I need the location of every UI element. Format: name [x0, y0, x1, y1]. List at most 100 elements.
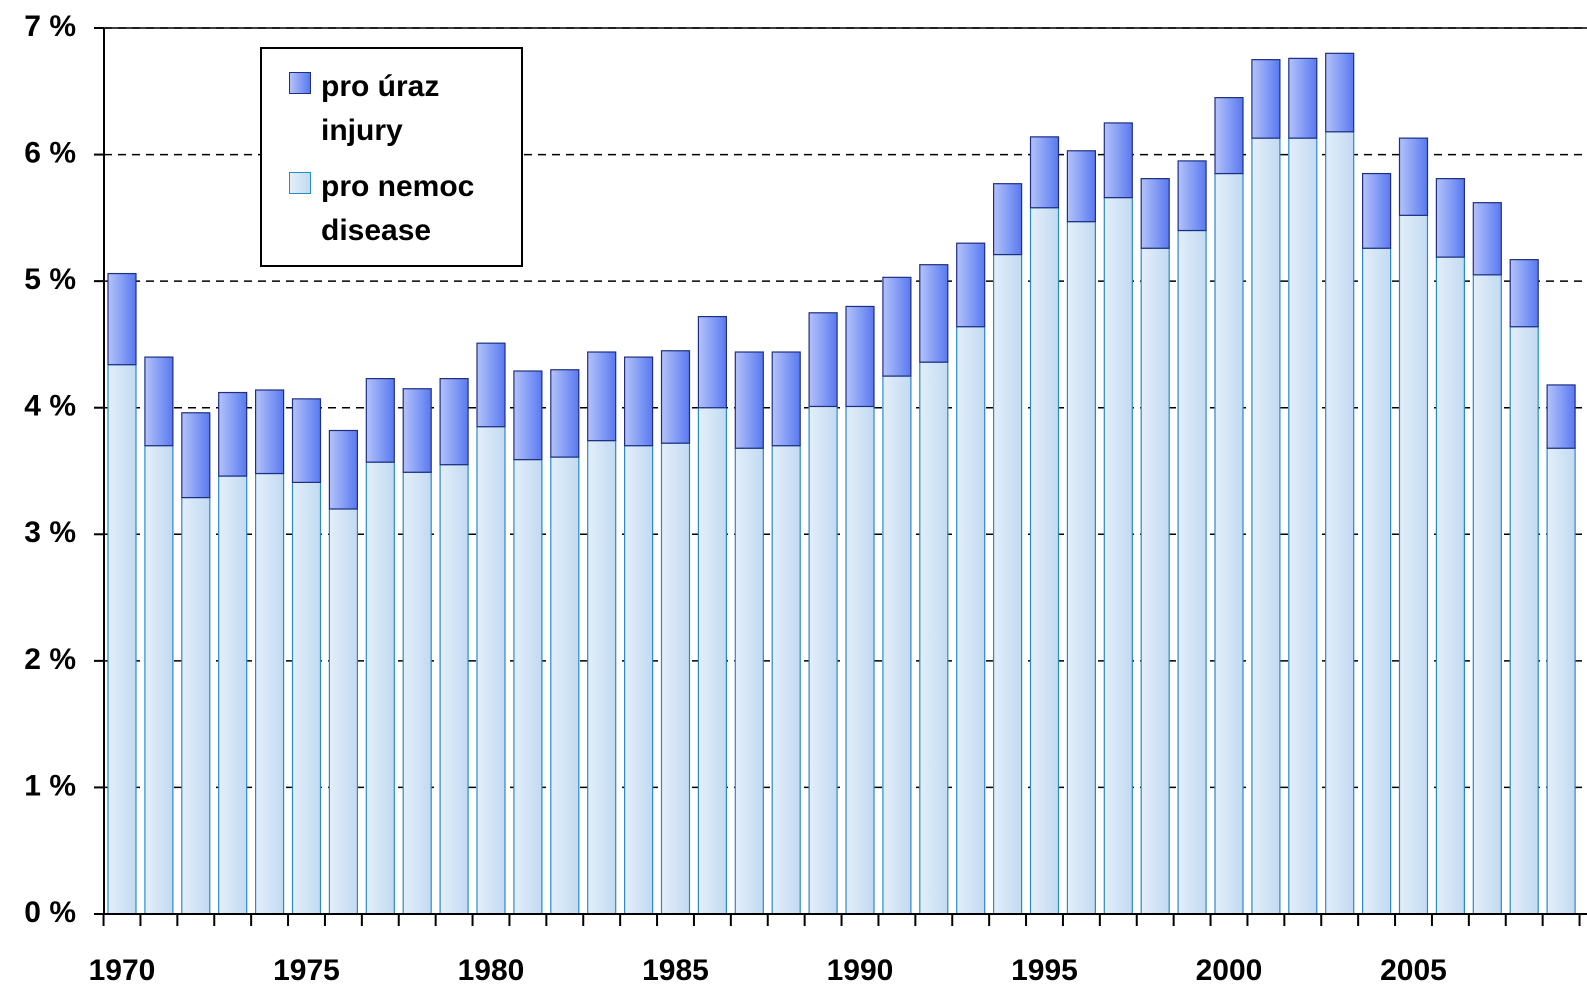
legend-label: pro úraz injury: [321, 70, 440, 147]
bar-segment: [587, 351, 617, 442]
bar-segment: [919, 264, 949, 363]
bar-segment: [1214, 97, 1244, 175]
bar-segment: [1398, 214, 1429, 915]
bar-segment: [587, 440, 617, 915]
bar-segment: [218, 391, 248, 477]
y-tick-label: 2 %: [24, 643, 76, 676]
legend-swatch: [289, 172, 311, 194]
y-tick-label: 5 %: [24, 263, 76, 296]
bar-segment: [1361, 247, 1392, 915]
bar-segment: [1509, 326, 1539, 915]
bar-segment: [218, 475, 248, 915]
bar-segment: [1288, 57, 1318, 139]
bar-segment: [808, 312, 838, 408]
bar-segment: [882, 375, 912, 915]
bar-segment: [550, 456, 580, 915]
bar-segment: [697, 407, 728, 915]
y-tick-label: 1 %: [24, 769, 76, 802]
bar-segment: [1288, 137, 1318, 915]
legend-swatch: [289, 72, 311, 94]
bar-segment: [144, 356, 174, 447]
bar-segment: [623, 445, 654, 915]
bar-segment: [734, 447, 764, 915]
x-tick-label: 1975: [273, 954, 340, 987]
bar-segment: [734, 351, 764, 449]
bar-segment: [476, 342, 506, 428]
bar-segment: [107, 364, 137, 915]
bar-segment: [1029, 207, 1060, 915]
x-tick-label: 1970: [89, 954, 156, 987]
bar-segment: [439, 464, 469, 915]
bar-segment: [1398, 137, 1429, 216]
bar-segment: [1251, 137, 1281, 915]
bar-segment: [845, 405, 875, 915]
bar-segment: [1029, 136, 1060, 209]
bar-segment: [1214, 172, 1244, 915]
bar-segment: [255, 389, 285, 475]
bar-segment: [1177, 160, 1207, 232]
legend-item: pro úraz injury: [289, 65, 521, 153]
x-tick-label: 1995: [1011, 954, 1078, 987]
bar-segment: [328, 429, 358, 510]
x-tick-label: 1985: [642, 954, 709, 987]
bar-segment: [1103, 122, 1133, 199]
bar-segment: [808, 405, 838, 915]
bar-segment: [255, 472, 285, 915]
y-tick-label: 0 %: [24, 896, 76, 929]
x-tick-label: 2000: [1196, 954, 1263, 987]
bar-segment: [771, 351, 801, 447]
bar-segment: [1472, 202, 1502, 276]
bar-segment: [328, 508, 358, 915]
bar-segment: [365, 378, 395, 463]
bar-segment: [365, 461, 395, 915]
legend: pro úraz injury pro nemoc disease: [260, 47, 523, 267]
bar-segment: [550, 369, 580, 458]
bar-segment: [513, 370, 543, 461]
bar-segment: [771, 445, 801, 915]
bar-segment: [1546, 384, 1576, 449]
bar-segment: [181, 412, 211, 499]
bar-segment: [513, 459, 543, 915]
bar-segment: [291, 398, 322, 483]
legend-item: pro nemoc disease: [289, 165, 521, 253]
bar-segment: [1066, 221, 1097, 915]
bar-segment: [956, 326, 986, 915]
bar-segment: [1435, 256, 1466, 915]
x-tick-label: 1980: [458, 954, 525, 987]
bar-segment: [1066, 150, 1097, 223]
bar-segment: [1103, 197, 1133, 915]
bar-segment: [291, 481, 322, 915]
bar-segment: [1546, 447, 1576, 915]
bar-segment: [1435, 178, 1466, 258]
legend-label: pro nemoc disease: [321, 170, 475, 247]
bar-segment: [1325, 131, 1355, 915]
bar-segment: [956, 242, 986, 328]
bar-segment: [402, 471, 432, 915]
bar-segment: [697, 315, 728, 409]
bar-segment: [992, 183, 1023, 256]
y-tick-label: 6 %: [24, 136, 76, 169]
bar-segment: [1140, 178, 1170, 249]
x-tick-label: 1990: [827, 954, 894, 987]
bar-segment: [1325, 52, 1355, 133]
bar-segment: [1140, 247, 1170, 915]
bar-segment: [402, 388, 432, 473]
y-tick-label: 3 %: [24, 516, 76, 549]
bar-segment: [882, 276, 912, 377]
bar-segment: [181, 496, 211, 915]
bar-segment: [1509, 259, 1539, 328]
bar-segment: [1251, 59, 1281, 139]
bar-segment: [623, 356, 654, 447]
bar-segment: [919, 361, 949, 915]
x-tick-label: 2005: [1380, 954, 1447, 987]
bar-segment: [1361, 172, 1392, 249]
bar-segment: [845, 305, 875, 408]
y-tick-label: 7 %: [24, 10, 76, 43]
bar-segment: [660, 442, 691, 915]
bar-segment: [476, 426, 506, 915]
bar-segment: [1177, 229, 1207, 915]
bar-segment: [107, 272, 137, 366]
bar-segment: [992, 253, 1023, 915]
bar-segment: [144, 445, 174, 915]
